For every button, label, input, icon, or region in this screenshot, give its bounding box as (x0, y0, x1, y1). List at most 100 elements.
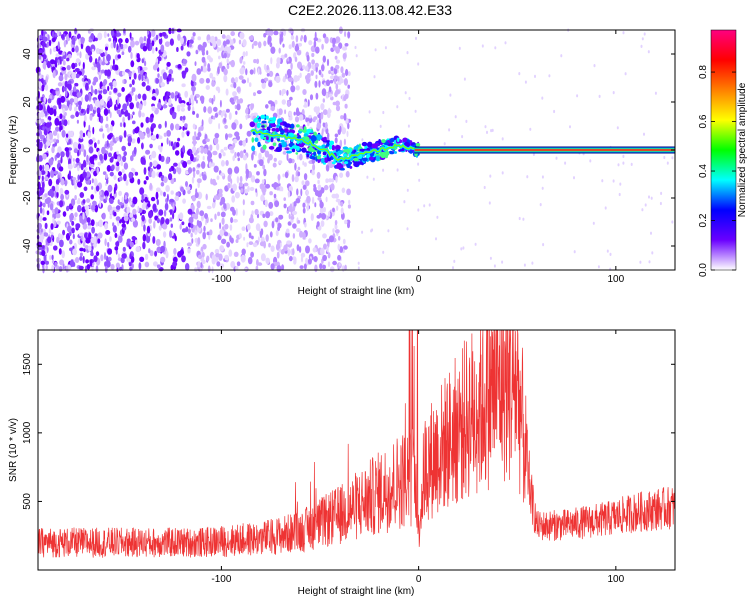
noise-blob (338, 235, 341, 241)
noise-blob (163, 176, 168, 183)
noise-blob (170, 264, 174, 271)
noise-blob (109, 192, 112, 199)
spectrogram-x-ticks: -100 0 100 (211, 30, 625, 285)
noise-blob (96, 62, 100, 69)
noise-blob (63, 40, 67, 48)
noise-blob (160, 256, 166, 263)
noise-blob (174, 235, 177, 242)
noise-blob (71, 62, 76, 70)
ridge-blob (320, 157, 325, 164)
spectrogram-ridge (249, 114, 675, 171)
noise-blob (270, 46, 276, 54)
noise-blob (82, 132, 86, 138)
noise-blob (71, 71, 77, 79)
noise-blob (61, 56, 64, 62)
ridge-blob (353, 157, 359, 162)
noise-blob (111, 164, 115, 171)
noise-blob (170, 223, 173, 228)
ridge-blob (313, 151, 317, 156)
noise-blob (36, 141, 41, 148)
noise-blob (281, 31, 284, 36)
noise-blob (44, 222, 48, 230)
noise-blob (39, 34, 43, 40)
noise-blob-faint (452, 266, 454, 270)
noise-blob (196, 207, 199, 216)
noise-blob (171, 77, 174, 82)
noise-blob (90, 85, 93, 92)
ridge-blob (271, 128, 276, 132)
noise-blob (130, 256, 135, 263)
noise-blob (57, 82, 63, 87)
noise-blob (328, 235, 335, 243)
noise-blob (169, 198, 175, 203)
noise-blob (312, 163, 316, 172)
noise-blob (158, 135, 163, 140)
noise-blob (106, 178, 109, 185)
noise-blob (201, 56, 206, 63)
noise-blob (260, 253, 266, 262)
noise-blob (152, 236, 156, 244)
noise-blob (102, 171, 107, 176)
noise-blob (348, 199, 351, 205)
noise-blob (152, 64, 158, 71)
noise-blob (96, 107, 101, 115)
noise-blob (219, 245, 225, 252)
noise-blob-faint (604, 206, 607, 210)
noise-blob (181, 83, 186, 88)
noise-blob (171, 112, 177, 120)
noise-blob (109, 171, 114, 177)
noise-blob (248, 35, 254, 41)
noise-blob (90, 33, 95, 41)
noise-blob (158, 123, 162, 129)
noise-blob (68, 103, 72, 112)
noise-blob (180, 186, 184, 192)
noise-blob (187, 105, 191, 111)
noise-blob (72, 248, 78, 256)
noise-blob (264, 199, 268, 208)
noise-blob-faint (601, 179, 604, 183)
noise-blob (74, 27, 77, 35)
noise-blob (63, 86, 67, 92)
noise-blob (172, 146, 175, 151)
noise-blob (84, 232, 89, 239)
noise-blob (344, 43, 349, 47)
noise-blob (314, 80, 318, 88)
noise-blob (91, 185, 94, 190)
noise-blob (317, 197, 322, 201)
noise-blob (318, 69, 322, 76)
noise-blob-faint (541, 96, 544, 100)
ridge-blob (276, 138, 281, 142)
noise-blob (132, 87, 136, 92)
noise-blob (111, 206, 117, 212)
noise-blob (74, 82, 79, 87)
noise-blob (239, 32, 245, 40)
colorbar-tick-label: 0.4 (698, 164, 709, 178)
noise-blob (282, 43, 285, 48)
noise-blob (181, 221, 185, 226)
noise-blob (236, 86, 241, 93)
noise-blob (86, 107, 90, 115)
noise-blob (347, 71, 351, 77)
noise-blob (55, 184, 59, 193)
noise-blob (263, 40, 267, 47)
noise-blob-faint (436, 215, 439, 219)
noise-blob (216, 175, 220, 180)
noise-blob (277, 174, 281, 181)
noise-blob (246, 77, 250, 84)
noise-blob (344, 79, 348, 86)
ridge-blob (316, 155, 321, 160)
noise-blob (169, 209, 173, 216)
noise-blob (192, 140, 197, 145)
noise-blob (263, 168, 267, 177)
noise-blob (122, 79, 125, 84)
noise-blob (230, 217, 234, 224)
noise-blob (303, 263, 307, 270)
noise-blob (87, 225, 92, 230)
noise-blob (280, 186, 284, 192)
noise-blob (156, 133, 159, 139)
noise-blob (38, 215, 43, 223)
noise-blob (91, 66, 96, 71)
noise-blob (58, 166, 64, 172)
noise-blob (129, 212, 134, 218)
noise-blob (116, 32, 122, 37)
